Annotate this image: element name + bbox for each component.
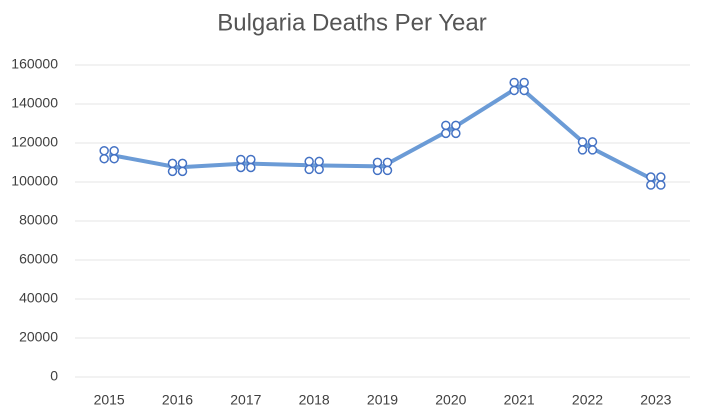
marker-part bbox=[372, 165, 383, 176]
marker-part bbox=[167, 158, 178, 169]
x-tick-label: 2018 bbox=[299, 392, 330, 408]
x-tick-label: 2021 bbox=[504, 392, 535, 408]
x-tick-label: 2015 bbox=[94, 392, 125, 408]
x-tick-label: 2023 bbox=[640, 392, 671, 408]
x-tick-label: 2017 bbox=[230, 392, 261, 408]
marker-part bbox=[441, 120, 451, 131]
x-tick-label: 2020 bbox=[435, 392, 466, 408]
marker-part bbox=[99, 145, 109, 156]
x-tick-label: 2019 bbox=[367, 392, 398, 408]
marker-part bbox=[587, 137, 598, 147]
y-tick-label: 80000 bbox=[19, 212, 58, 228]
marker-part bbox=[304, 156, 314, 167]
marker-part bbox=[246, 154, 256, 165]
marker-part bbox=[509, 85, 519, 96]
marker-part bbox=[509, 77, 519, 88]
line bbox=[108, 84, 657, 183]
y-tick-label: 0 bbox=[50, 368, 58, 384]
marker-part bbox=[177, 158, 188, 169]
y-tick-label: 140000 bbox=[11, 95, 58, 111]
marker-part bbox=[656, 172, 666, 182]
marker-part bbox=[167, 166, 178, 177]
marker-part bbox=[304, 164, 314, 175]
marker-part bbox=[656, 180, 666, 190]
marker bbox=[441, 120, 461, 139]
marker-part bbox=[246, 162, 256, 173]
y-tick-label: 60000 bbox=[19, 251, 58, 267]
marker bbox=[372, 157, 393, 176]
marker-part bbox=[236, 162, 246, 173]
marker bbox=[99, 145, 119, 164]
marker-part bbox=[577, 137, 588, 147]
marker-part bbox=[314, 156, 324, 167]
marker-part bbox=[519, 85, 529, 96]
marker bbox=[167, 158, 188, 177]
marker-part bbox=[646, 180, 656, 190]
x-tick-label: 2022 bbox=[572, 392, 603, 408]
marker-part bbox=[382, 165, 393, 176]
marker-part bbox=[441, 128, 451, 139]
marker-part bbox=[382, 157, 393, 168]
marker-part bbox=[99, 153, 109, 164]
marker-part bbox=[451, 128, 461, 139]
marker-part bbox=[587, 145, 598, 155]
y-tick-label: 160000 bbox=[11, 56, 58, 72]
marker bbox=[509, 77, 529, 96]
marker-part bbox=[236, 154, 246, 165]
y-tick-label: 120000 bbox=[11, 134, 58, 150]
y-tick-label: 20000 bbox=[19, 329, 58, 345]
marker-part bbox=[314, 164, 324, 175]
marker bbox=[577, 137, 598, 155]
marker-part bbox=[177, 166, 188, 177]
marker-part bbox=[646, 172, 656, 182]
marker-part bbox=[577, 145, 588, 155]
marker-part bbox=[451, 120, 461, 131]
marker bbox=[236, 154, 256, 173]
marker bbox=[304, 156, 324, 175]
y-tick-label: 40000 bbox=[19, 290, 58, 306]
y-tick-label: 100000 bbox=[11, 173, 58, 189]
marker bbox=[646, 172, 666, 190]
marker-part bbox=[372, 157, 383, 168]
marker-part bbox=[109, 145, 119, 156]
marker-part bbox=[109, 153, 119, 164]
chart-title: Bulgaria Deaths Per Year bbox=[217, 9, 487, 36]
x-tick-label: 2016 bbox=[162, 392, 193, 408]
marker-part bbox=[519, 77, 529, 88]
